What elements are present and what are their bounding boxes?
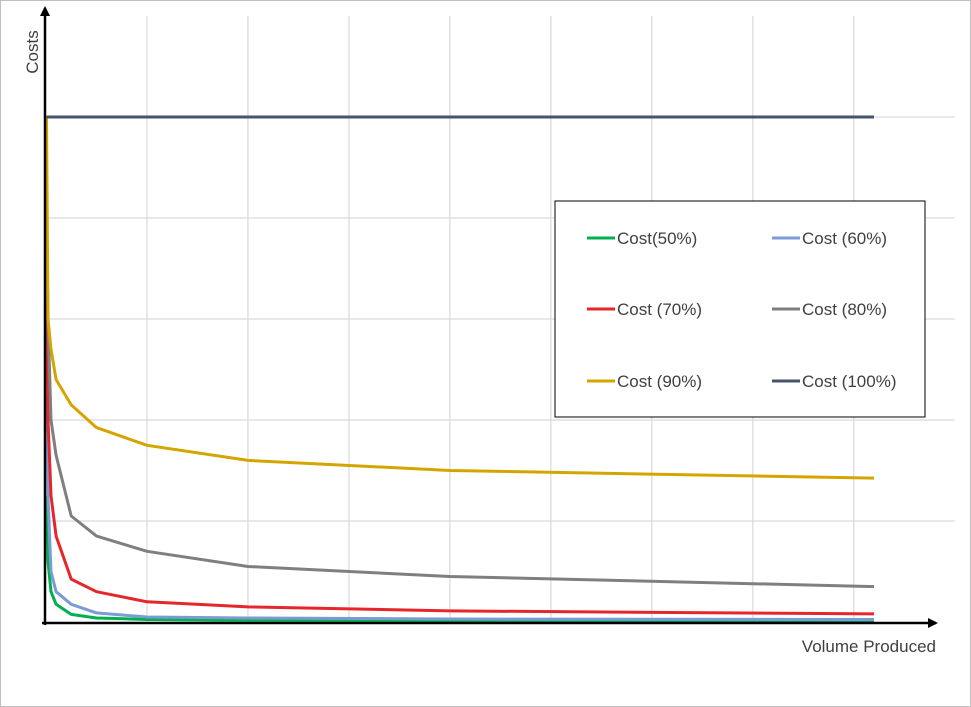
legend-entry: Cost (70%) — [587, 300, 702, 319]
legend-box — [554, 200, 926, 418]
legend-label: Cost (60%) — [802, 229, 887, 248]
legend-label: Cost (80%) — [802, 300, 887, 319]
legend-entry: Cost (80%) — [772, 300, 887, 319]
series-lines — [45, 115, 875, 623]
legend-entry: Cost (90%) — [587, 372, 702, 391]
series-line-3 — [45, 293, 875, 616]
legend-label: Cost (70%) — [617, 300, 702, 319]
legend: Cost(50%) Cost (60%) Cost (70%) Cost (80%) C… — [554, 200, 926, 418]
legend-entry: Cost(50%) — [587, 229, 697, 248]
legend-entry: Cost (60%) — [772, 229, 887, 248]
legend-label: Cost (100%) — [802, 372, 896, 391]
series-line-5 — [45, 116, 875, 480]
series-line-4 — [45, 217, 875, 589]
legend-entry: Cost (100%) — [772, 372, 896, 391]
series-line-1 — [45, 495, 875, 623]
y-axis-title: Costs — [23, 30, 42, 73]
series-line-2 — [45, 394, 875, 621]
legend-label: Cost (90%) — [617, 372, 702, 391]
x-axis-title: Volume Produced — [802, 637, 936, 656]
legend-label: Cost(50%) — [617, 229, 697, 248]
